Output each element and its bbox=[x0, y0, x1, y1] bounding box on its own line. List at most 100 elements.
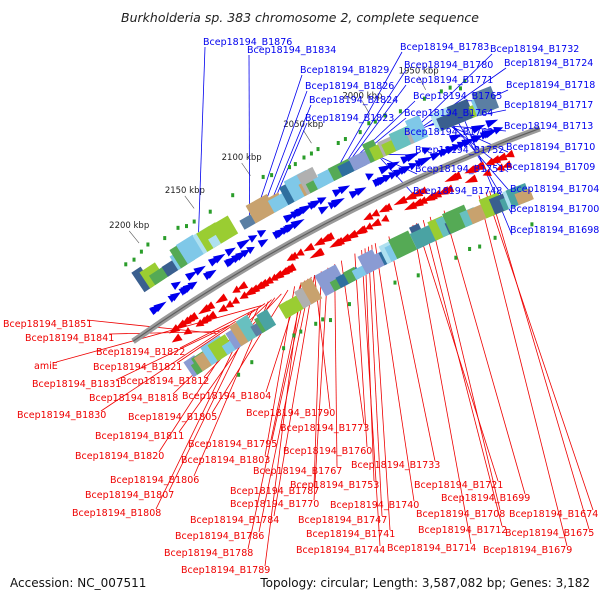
forward-gene-arrow bbox=[484, 129, 499, 139]
reverse-gene-arrow bbox=[409, 198, 424, 208]
cog-feature-track-lower bbox=[183, 183, 534, 378]
reverse-gene-arrow bbox=[359, 225, 368, 233]
reverse-callout bbox=[412, 224, 472, 545]
forward-gene-arrow bbox=[212, 253, 226, 264]
forward-gene-arrow bbox=[246, 246, 255, 255]
forward-gene-arrow bbox=[331, 198, 345, 208]
forward-gene-label: Bcep18194_B1698 bbox=[510, 225, 599, 236]
forward-gene-label: Bcep18194_B1763 bbox=[404, 127, 493, 138]
rna-tick bbox=[282, 346, 286, 351]
forward-gene-arrow bbox=[187, 281, 198, 290]
forward-gene-label: Bcep18194_B1834 bbox=[247, 45, 336, 56]
rna-tick bbox=[393, 280, 397, 285]
reverse-gene-arrow bbox=[231, 296, 241, 304]
reverse-gene-arrow bbox=[204, 301, 216, 311]
reverse-callout bbox=[354, 253, 368, 448]
forward-gene-arrow bbox=[421, 147, 431, 155]
forward-gene-arrow bbox=[382, 174, 393, 183]
reverse-gene-arrow bbox=[448, 171, 463, 181]
kbp-tick-line bbox=[184, 195, 195, 209]
reverse-gene-arrow bbox=[263, 276, 274, 285]
rna-tick bbox=[336, 141, 340, 146]
reverse-callout bbox=[264, 282, 302, 567]
rna-tick bbox=[139, 249, 143, 254]
topology-text: Topology: circular; Length: 3,587,082 bp… bbox=[259, 576, 590, 590]
forward-callout bbox=[351, 100, 416, 162]
reverse-gene-arrow bbox=[476, 161, 486, 169]
reverse-gene-arrow bbox=[418, 186, 428, 194]
forward-callout bbox=[344, 69, 407, 165]
forward-gene-label: Bcep18194_B1824 bbox=[309, 95, 398, 106]
forward-gene-label: Bcep18194_B1771 bbox=[404, 75, 493, 86]
rna-tick bbox=[176, 225, 180, 230]
reverse-gene-label: Bcep18194_B1740 bbox=[330, 500, 419, 511]
rna-tick bbox=[458, 86, 462, 91]
forward-gene-arrow bbox=[257, 239, 269, 248]
kbp-tick-label: 2100 kbp bbox=[222, 153, 262, 163]
reverse-callout bbox=[100, 321, 236, 412]
reverse-gene-label: Bcep18194_B1786 bbox=[175, 531, 264, 542]
forward-gene-arrow bbox=[404, 152, 420, 163]
reverse-gene-label: Bcep18194_B1733 bbox=[351, 460, 440, 471]
forward-gene-arrow bbox=[451, 143, 461, 152]
reverse-gene-arrow bbox=[332, 236, 345, 247]
rna-tick bbox=[314, 321, 318, 326]
reverse-gene-arrow bbox=[495, 163, 505, 171]
cog-block bbox=[514, 188, 534, 206]
forward-gene-arrow bbox=[247, 235, 258, 243]
reverse-gene-arrow bbox=[313, 237, 326, 246]
reverse-gene-label: Bcep18194_B1818 bbox=[89, 393, 178, 404]
rna-tick bbox=[373, 119, 377, 124]
kbp-ruler: 2200 kbp 2150 kbp 2100 kbp 2050 kbp 2000 kbp… bbox=[109, 66, 439, 244]
reverse-gene-arrow bbox=[482, 168, 492, 177]
forward-gene-arrow bbox=[224, 247, 236, 257]
forward-gene-arrow bbox=[448, 134, 463, 143]
forward-gene-label: Bcep18194_B1764 bbox=[404, 108, 493, 119]
reverse-gene-arrow bbox=[363, 212, 374, 221]
kbp-tick-label: 2150 kbp bbox=[165, 186, 205, 196]
reverse-callout bbox=[485, 192, 594, 511]
rna-tick bbox=[124, 262, 128, 267]
reverse-callout bbox=[313, 271, 322, 488]
rna-tick bbox=[367, 121, 371, 126]
forward-callout bbox=[248, 54, 251, 216]
rna-tick bbox=[302, 155, 306, 160]
forward-gene-label: Bcep18194_B1717 bbox=[504, 100, 593, 111]
reverse-gene-label: Bcep18194_B1820 bbox=[75, 451, 164, 462]
reverse-gene-label: Bcep18194_B1821 bbox=[93, 362, 182, 373]
rna-tick bbox=[299, 329, 303, 334]
reverse-gene-arrow bbox=[365, 222, 374, 230]
reverse-gene-label: Bcep18194_B1808 bbox=[72, 508, 161, 519]
reverse-callout bbox=[313, 267, 329, 501]
forward-gene-arrow bbox=[472, 135, 483, 143]
forward-gene-arrow bbox=[400, 165, 412, 174]
rna-tick bbox=[358, 130, 362, 135]
rna-tick bbox=[493, 235, 497, 240]
reverse-gene-label: Bcep18194_B1851 bbox=[3, 319, 92, 330]
reverse-gene-label: Bcep18194_B1807 bbox=[85, 490, 174, 501]
reverse-callout bbox=[489, 190, 590, 530]
outer-feature-track bbox=[124, 79, 534, 377]
rna-tick bbox=[237, 372, 241, 377]
cog-block bbox=[278, 300, 295, 319]
forward-callout bbox=[337, 51, 403, 169]
reverse-gene-arrow bbox=[225, 300, 235, 308]
reverse-gene-arrow bbox=[370, 218, 382, 227]
forward-gene-label: Bcep18194_B1748 bbox=[413, 186, 502, 197]
forward-gene-label: Bcep18194_B1724 bbox=[504, 58, 593, 69]
forward-callout bbox=[197, 46, 206, 246]
forward-gene-label: Bcep18194_B1783 bbox=[400, 42, 489, 53]
reverse-gene-label: amiE bbox=[34, 361, 58, 372]
forward-gene-arrow bbox=[193, 265, 206, 276]
forward-gene-label: Bcep18194_B1751 bbox=[415, 164, 504, 175]
forward-callout bbox=[263, 90, 308, 208]
forward-gene-arrow bbox=[310, 199, 322, 209]
forward-strand-genes bbox=[149, 119, 504, 316]
forward-gene-label: Bcep18194_B1718 bbox=[506, 80, 595, 91]
cog-block bbox=[175, 234, 205, 265]
reverse-callout bbox=[334, 264, 338, 468]
reverse-gene-label: Bcep18194_B1806 bbox=[110, 475, 199, 486]
forward-gene-label: Bcep18194_B1710 bbox=[506, 142, 595, 153]
